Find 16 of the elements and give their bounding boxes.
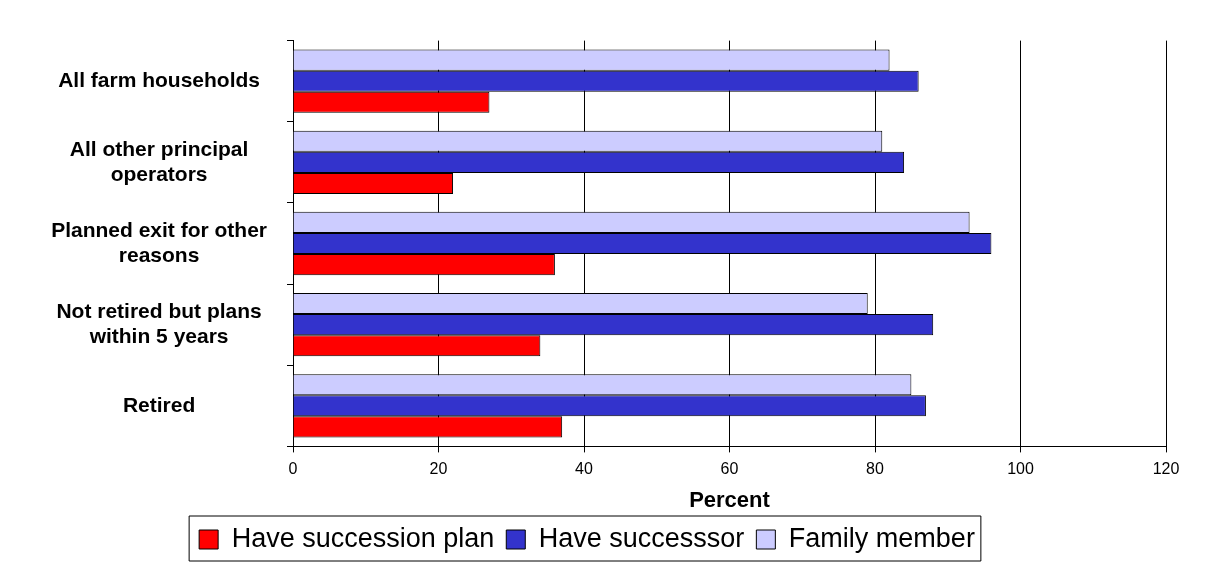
y-tick-label: All farm households [58,67,260,91]
legend-label: Have succession plan [231,522,495,553]
y-tick-label: Not retired but plans within 5 years [56,298,262,348]
y-tick-label: Planned exit for other reasons [51,217,267,266]
x-tick-label: 60 [720,460,739,478]
x-tick-label: 120 [1152,460,1180,478]
x-tick-label: 40 [575,460,593,478]
legend-label: Have successsor [538,522,745,553]
x-tick-label: 80 [866,460,884,478]
x-tick-label: 20 [429,460,448,478]
y-tick-label: All other principal operators [69,136,249,185]
x-axis-title: Percent [689,486,771,512]
x-tick-label: 0 [288,460,298,478]
x-tick-label: 100 [1007,460,1034,478]
y-tick-label: Retired [122,392,196,416]
legend-label: Family member [788,522,975,553]
